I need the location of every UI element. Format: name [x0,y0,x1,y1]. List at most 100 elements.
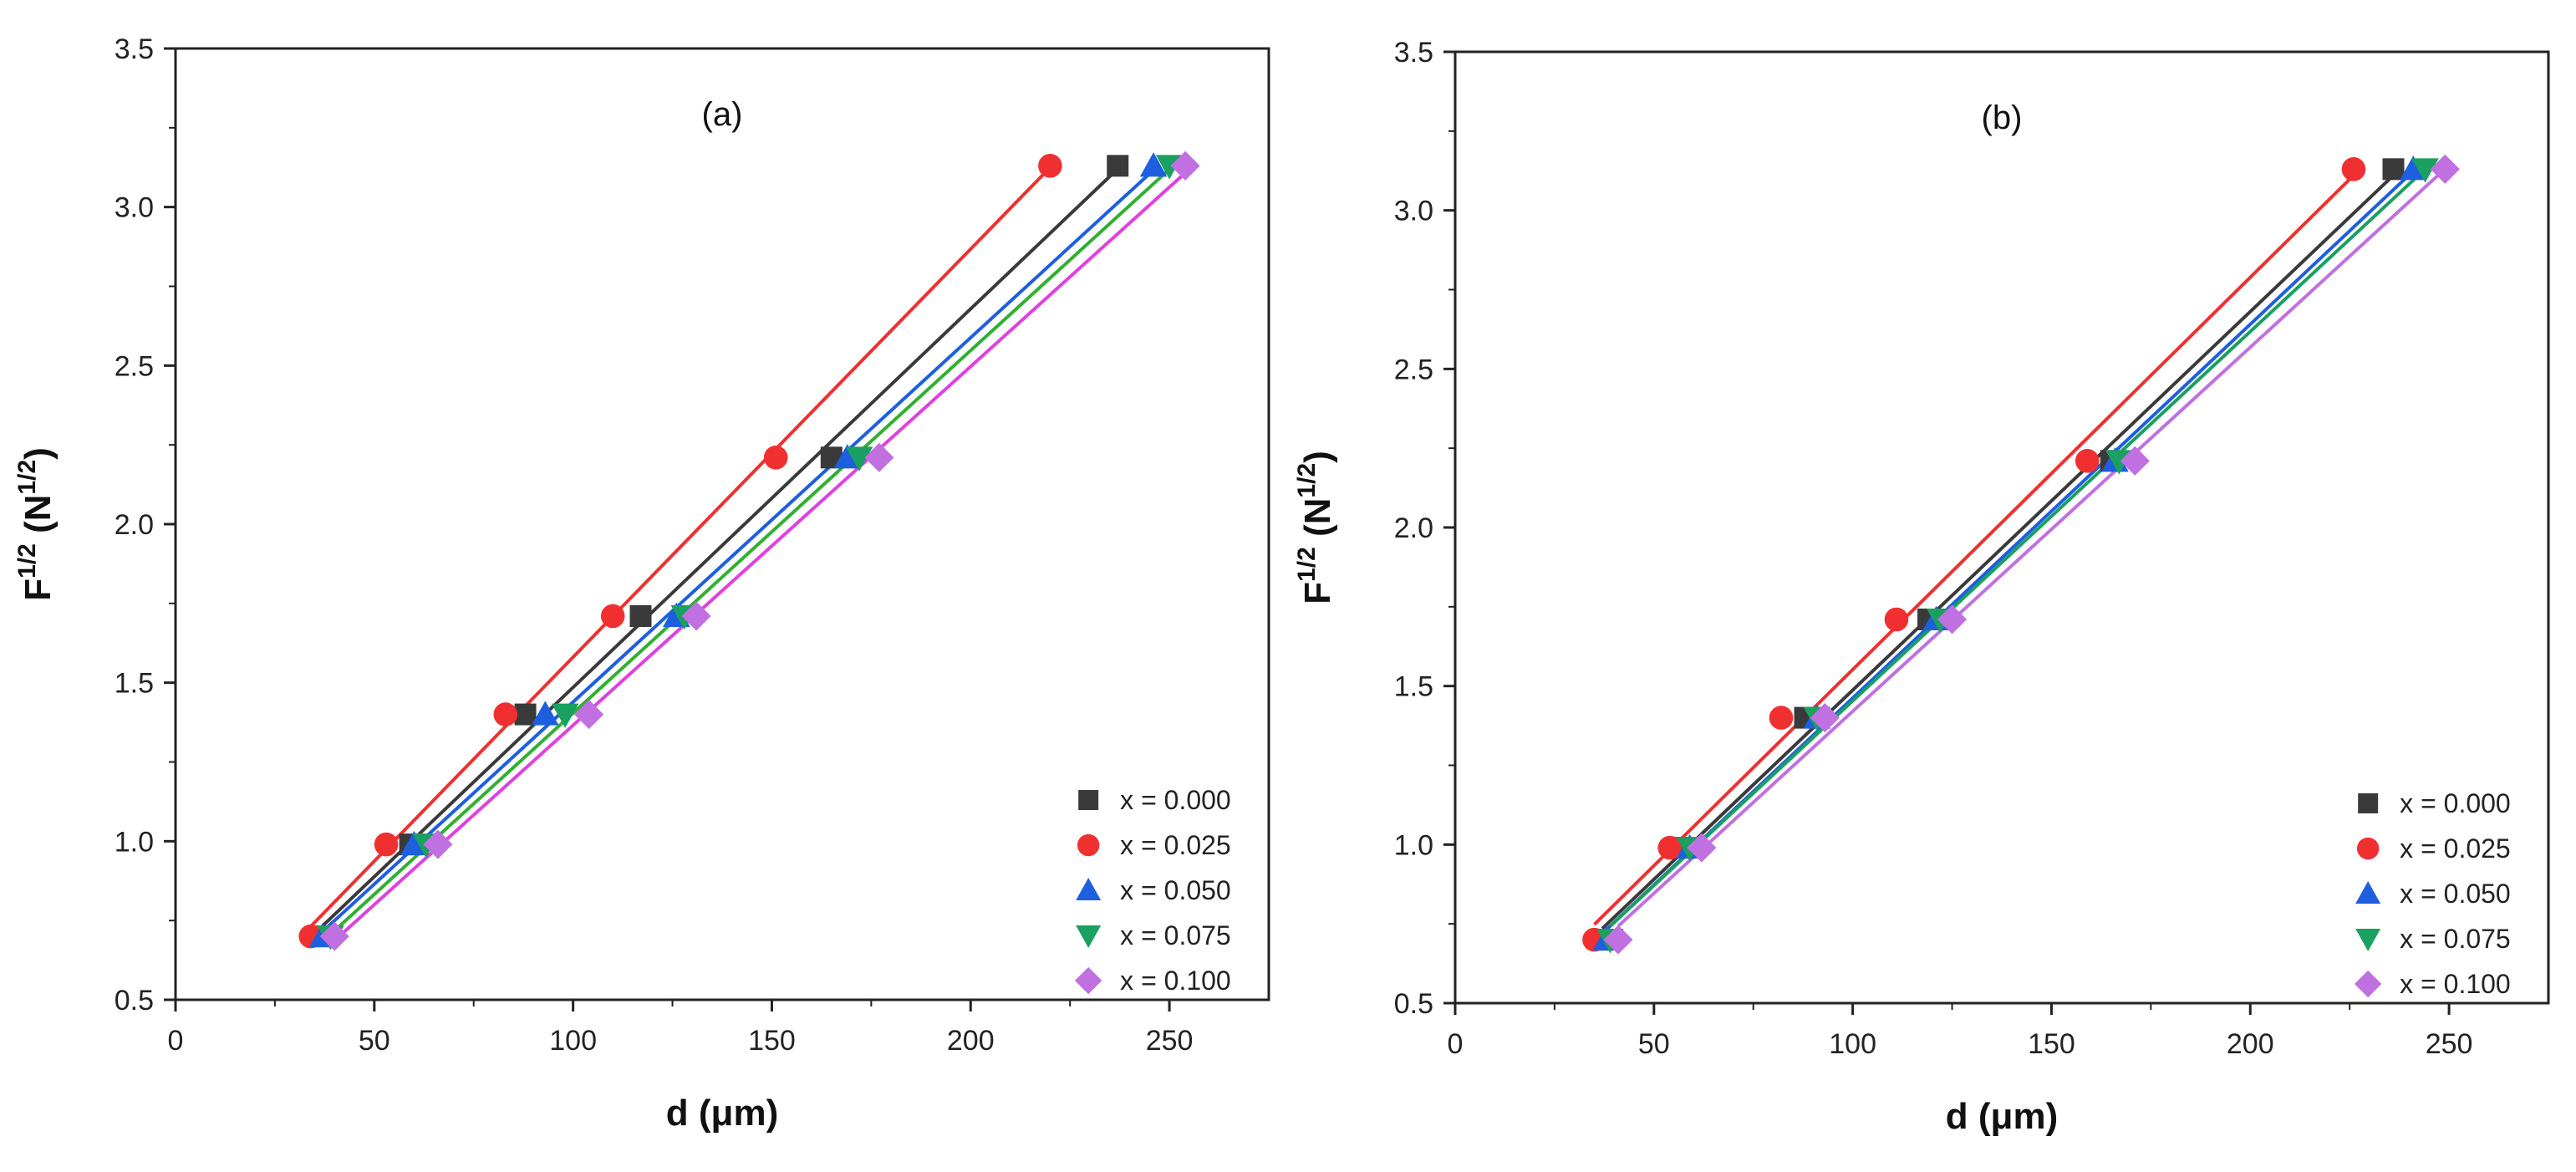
x-tick-label: 150 [748,1025,796,1057]
fit-line-circle [1593,174,2355,926]
x-axis-title: d (μm) [1946,1096,2058,1137]
y-axis-title: F1/2 (N1/2) [13,447,59,601]
y-tick-label: 3.0 [1394,196,1433,227]
data-point-circle [374,832,399,857]
y-tick-label: 1.0 [115,826,154,858]
x-tick-label: 200 [947,1025,995,1057]
y-tick-label: 1.5 [1394,671,1433,703]
data-point-triangle-down [845,446,873,471]
data-point-circle [493,702,518,726]
data-point-diamond [2430,154,2460,184]
data-point-circle [2341,157,2366,181]
legend-label: x = 0.100 [2400,969,2511,999]
fit-line-triangle-up [321,168,1155,933]
panel-label: (b) [1982,99,2023,136]
data-point-square [629,605,652,628]
data-point-diamond [1603,925,1633,955]
y-tick-label: 1.0 [1394,829,1433,861]
data-point-diamond [2120,446,2150,476]
y-tick-label: 1.5 [115,668,154,700]
data-point-circle [1884,607,1909,632]
data-point-diamond [319,921,349,951]
legend-marker-square [1078,790,1099,811]
legend-label: x = 0.000 [1120,785,1231,815]
data-point-circle [1038,154,1062,178]
legend-marker-triangle-down [1076,925,1102,949]
data-point-diamond [423,829,453,859]
x-tick-label: 100 [549,1025,597,1057]
data-point-square [2382,158,2405,181]
data-point-diamond [864,442,894,472]
x-tick-label: 0 [168,1025,184,1057]
legend-label: x = 0.050 [2400,879,2511,909]
y-tick-label: 3.5 [1394,37,1433,69]
y-tick-label: 3.5 [115,33,154,65]
y-axis-title: F1/2 (N1/2) [1293,451,1338,604]
legend-marker-triangle-up [2355,881,2381,904]
y-axis-title-base: F [18,578,59,601]
legend-marker-square [2358,793,2379,814]
data-point-square [1107,155,1129,177]
data-point-diamond [1170,150,1200,181]
y-axis-title-close: ) [1297,451,1338,463]
x-tick-label: 50 [359,1025,390,1057]
x-tick-label: 50 [1638,1028,1670,1060]
data-point-circle [600,604,625,629]
legend-label: x = 0.050 [1120,875,1231,905]
legend: x = 0.000 x = 0.025 x = 0.050 x = 0.075 x = … [2354,788,2511,999]
legend-label: x = 0.000 [2400,788,2511,818]
legend-marker-triangle-up [1076,878,1102,901]
legend-marker-diamond [1074,966,1102,995]
data-point-triangle-up [400,830,428,856]
data-point-triangle-up [2400,155,2427,181]
fit-line-square [321,167,1119,928]
x-tick-label: 100 [1829,1028,1876,1060]
y-tick-label: 2.0 [115,509,154,541]
y-axis-title-unit: (N [18,495,59,544]
y-tick-label: 2.5 [115,350,154,382]
data-point-diamond [681,601,711,631]
legend: x = 0.000 x = 0.025 x = 0.050 x = 0.075 x = … [1074,785,1231,996]
legend-label: x = 0.075 [1120,920,1231,950]
data-point-triangle-up [833,444,862,469]
y-tick-label: 0.5 [1394,988,1433,1020]
x-tick-label: 150 [2028,1028,2075,1060]
data-point-triangle-up [1139,152,1168,177]
fit-line-circle [309,166,1051,928]
legend-marker-circle [1077,833,1100,857]
x-tick-label: 250 [2426,1028,2473,1060]
plot-frame [1453,50,2550,1005]
legend-marker-triangle-down [2355,929,2381,952]
y-tick-label: 2.0 [1394,512,1433,544]
data-point-circle [2075,449,2100,473]
x-tick-label: 250 [1146,1025,1194,1057]
y-axis-title-sup: 1/2 [13,543,41,578]
legend-label: x = 0.025 [2400,833,2511,864]
legend-label: x = 0.025 [1120,830,1231,860]
y-axis-title-unit: (N [1297,498,1338,548]
fit-line-triangle-down [1609,167,2426,928]
fit-line-diamond [333,171,1187,942]
data-point-diamond [574,700,604,730]
legend-label: x = 0.075 [2400,924,2511,954]
data-point-diamond [1937,604,1968,634]
y-axis-title-sup: 1/2 [13,460,41,495]
y-axis-title-close: ) [18,447,59,460]
fit-line-square [1601,174,2395,930]
fit-line-diamond [1616,167,2446,928]
y-axis-title-base: F [1297,582,1338,604]
data-point-circle [1657,835,1683,860]
x-axis-title: d (μm) [666,1093,778,1134]
y-tick-label: 2.5 [1394,354,1433,385]
y-axis-title-sup: 1/2 [1293,547,1321,582]
data-point-triangle-down [551,703,579,728]
panel-label: (a) [702,96,743,133]
data-point-square [514,703,537,726]
y-tick-label: 0.5 [115,985,154,1017]
y-tick-label: 3.0 [115,192,154,224]
legend-marker-circle [2356,837,2380,860]
legend-label: x = 0.100 [1120,966,1231,996]
x-tick-label: 0 [1448,1028,1464,1060]
data-point-diamond [1687,833,1717,863]
